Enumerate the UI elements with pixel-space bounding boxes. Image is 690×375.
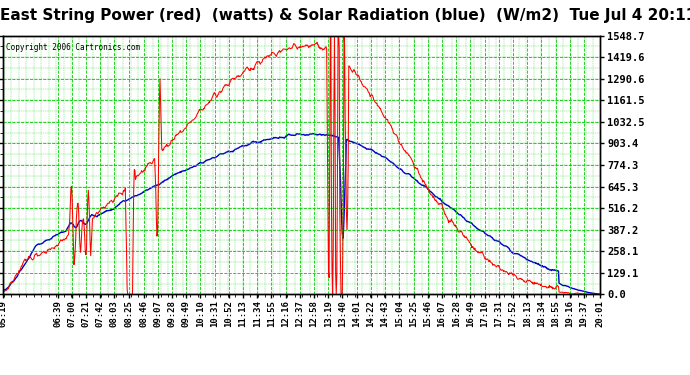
Text: Copyright 2006 Cartronics.com: Copyright 2006 Cartronics.com <box>6 44 141 52</box>
Text: East String Power (red)  (watts) & Solar Radiation (blue)  (W/m2)  Tue Jul 4 20:: East String Power (red) (watts) & Solar … <box>0 9 690 23</box>
